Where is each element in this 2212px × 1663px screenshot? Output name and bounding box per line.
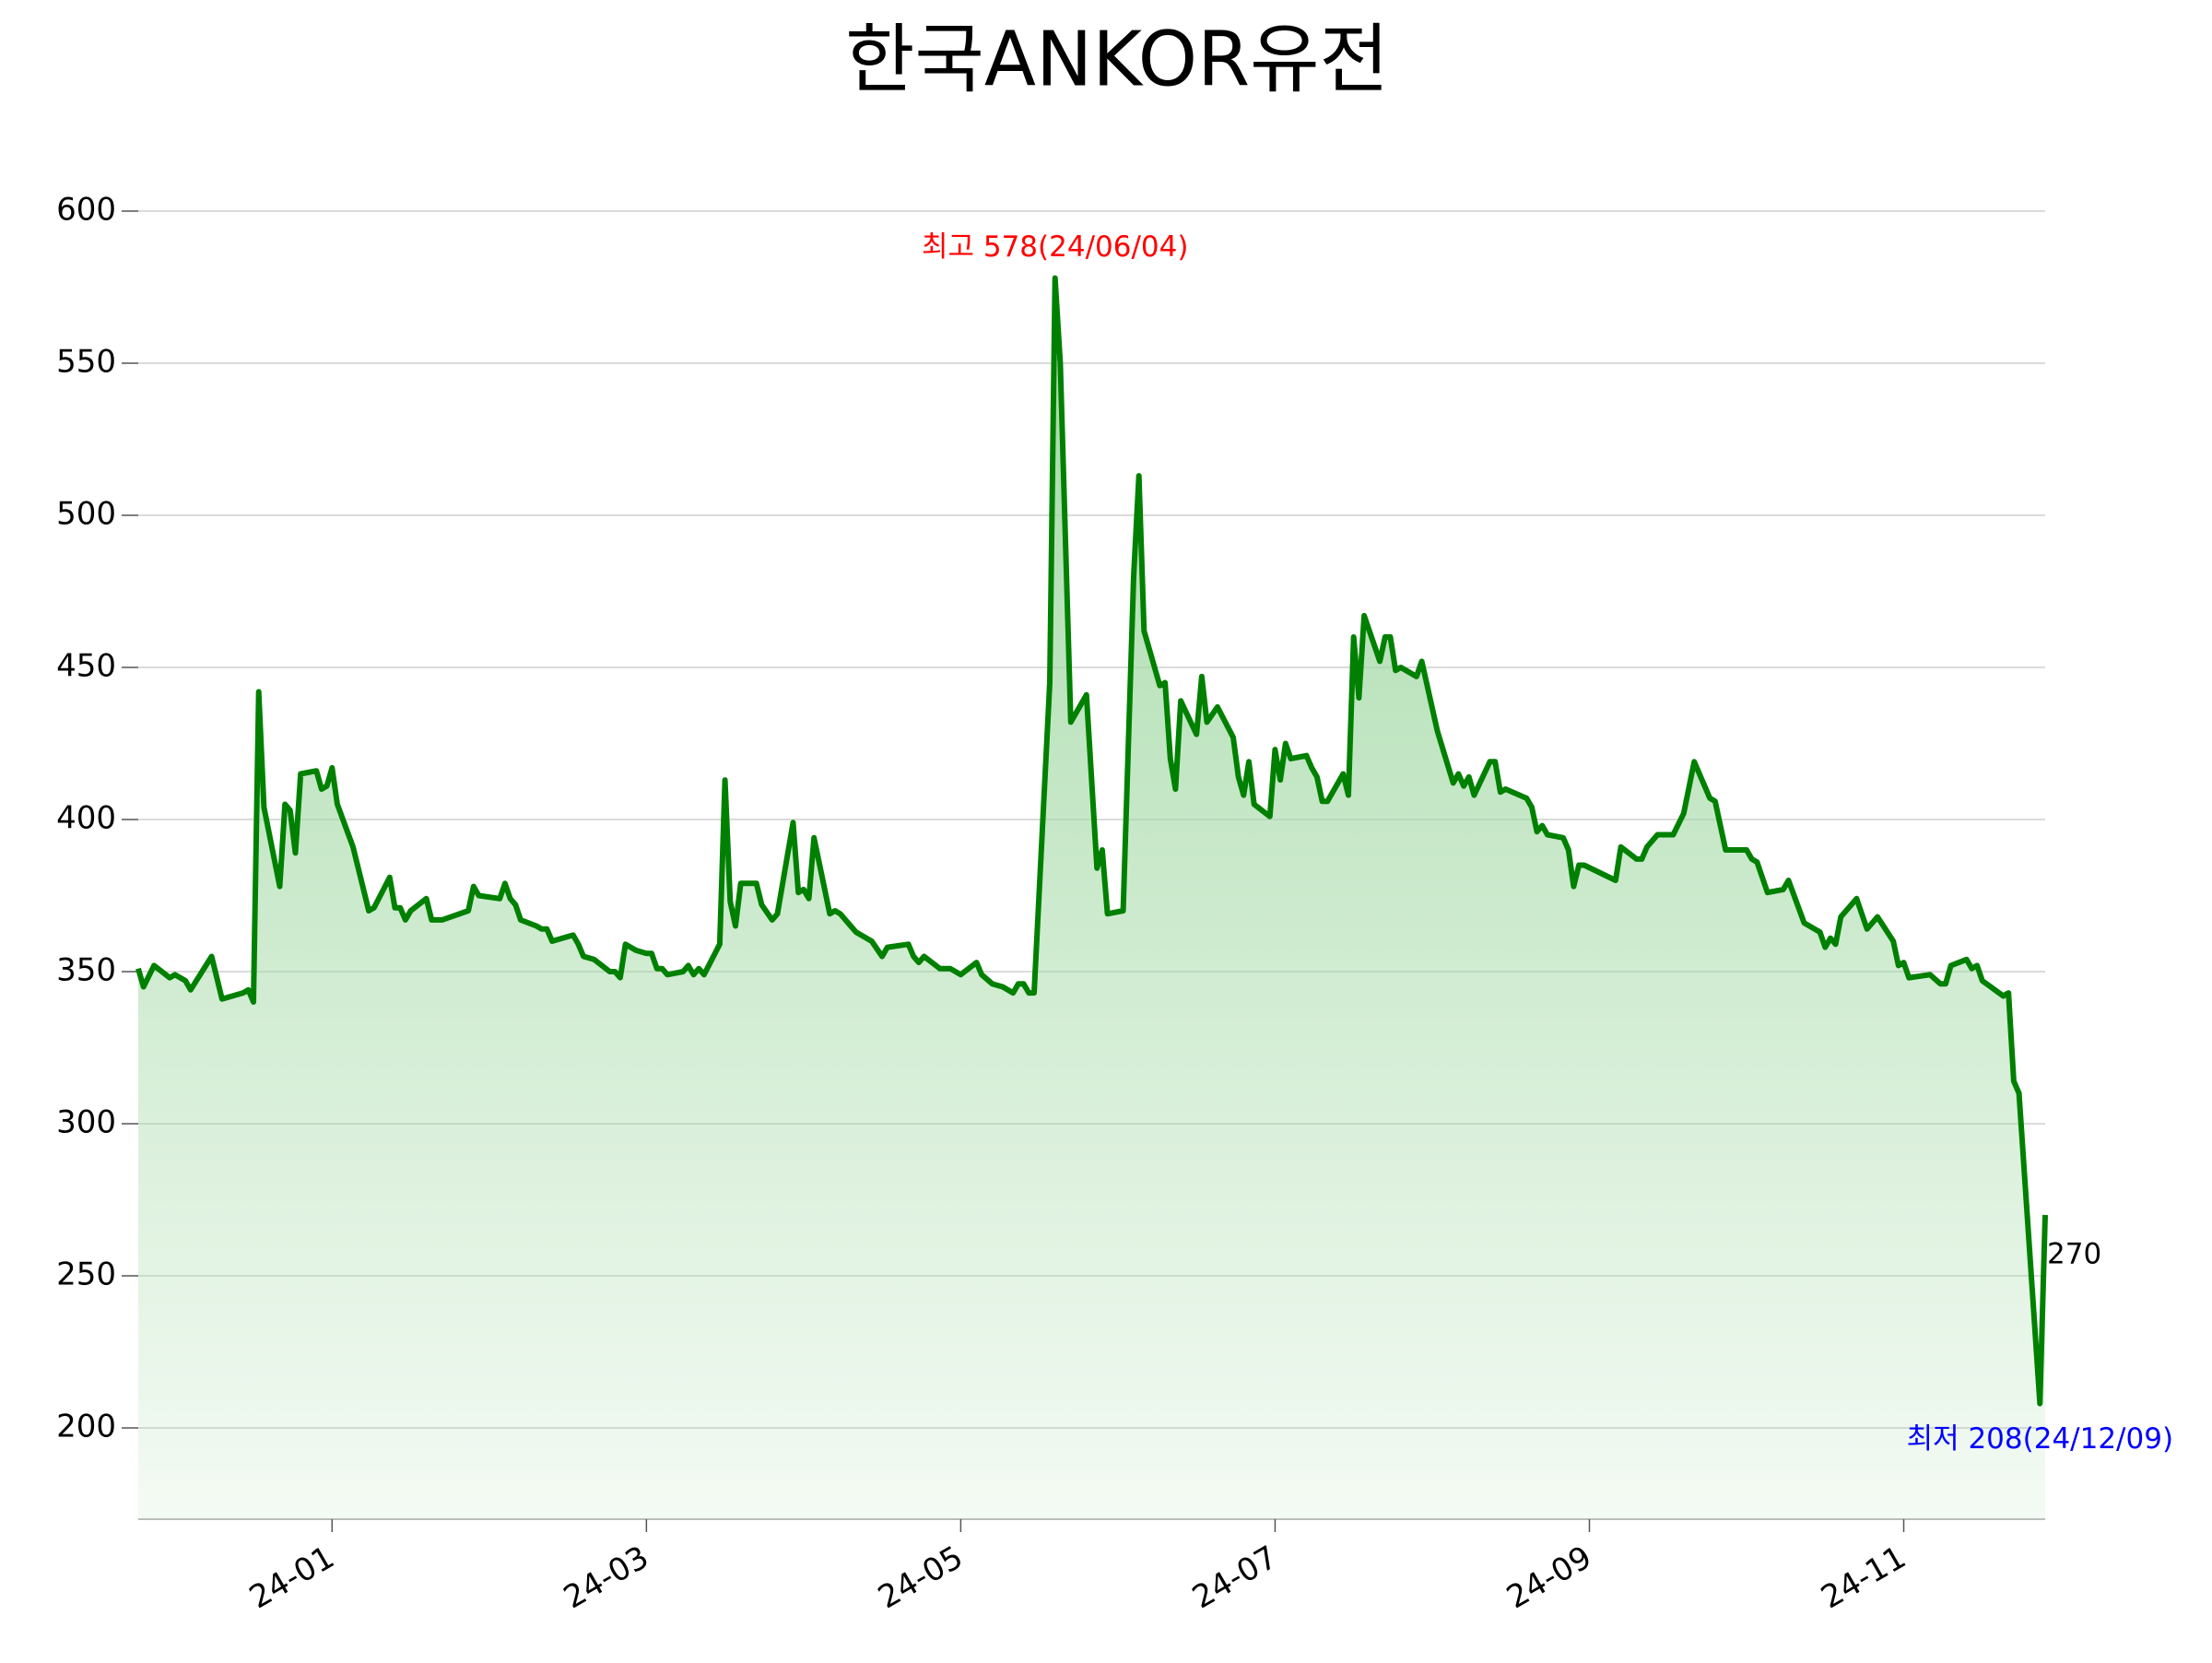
x-tick-label: 24-01 <box>243 1539 341 1616</box>
y-tick-label: 550 <box>56 344 116 381</box>
y-tick-label: 350 <box>56 952 116 989</box>
x-tick-label: 24-11 <box>1815 1539 1912 1616</box>
x-tick-label: 24-03 <box>558 1539 655 1616</box>
x-tick-label: 24-07 <box>1186 1539 1284 1616</box>
annotation: 최저 208(24/12/09) <box>1907 1422 2173 1456</box>
annotation: 270 <box>2047 1238 2101 1271</box>
y-tick-label: 600 <box>56 192 116 229</box>
x-tick-label: 24-05 <box>872 1539 970 1616</box>
price-line <box>135 275 2048 1407</box>
area <box>138 277 2045 1520</box>
x-tick-label: 24-09 <box>1500 1539 1598 1616</box>
annotation: 최고 578(24/06/04) <box>922 230 1188 264</box>
y-tick-label: 400 <box>56 800 116 837</box>
y-tick-label: 200 <box>56 1409 116 1445</box>
chart-title: 한국ANKOR유전 <box>845 16 1389 103</box>
y-tick-label: 500 <box>56 496 116 533</box>
y-tick-label: 300 <box>56 1104 116 1141</box>
y-tick-label: 450 <box>56 648 116 685</box>
y-tick-label: 250 <box>56 1256 116 1293</box>
